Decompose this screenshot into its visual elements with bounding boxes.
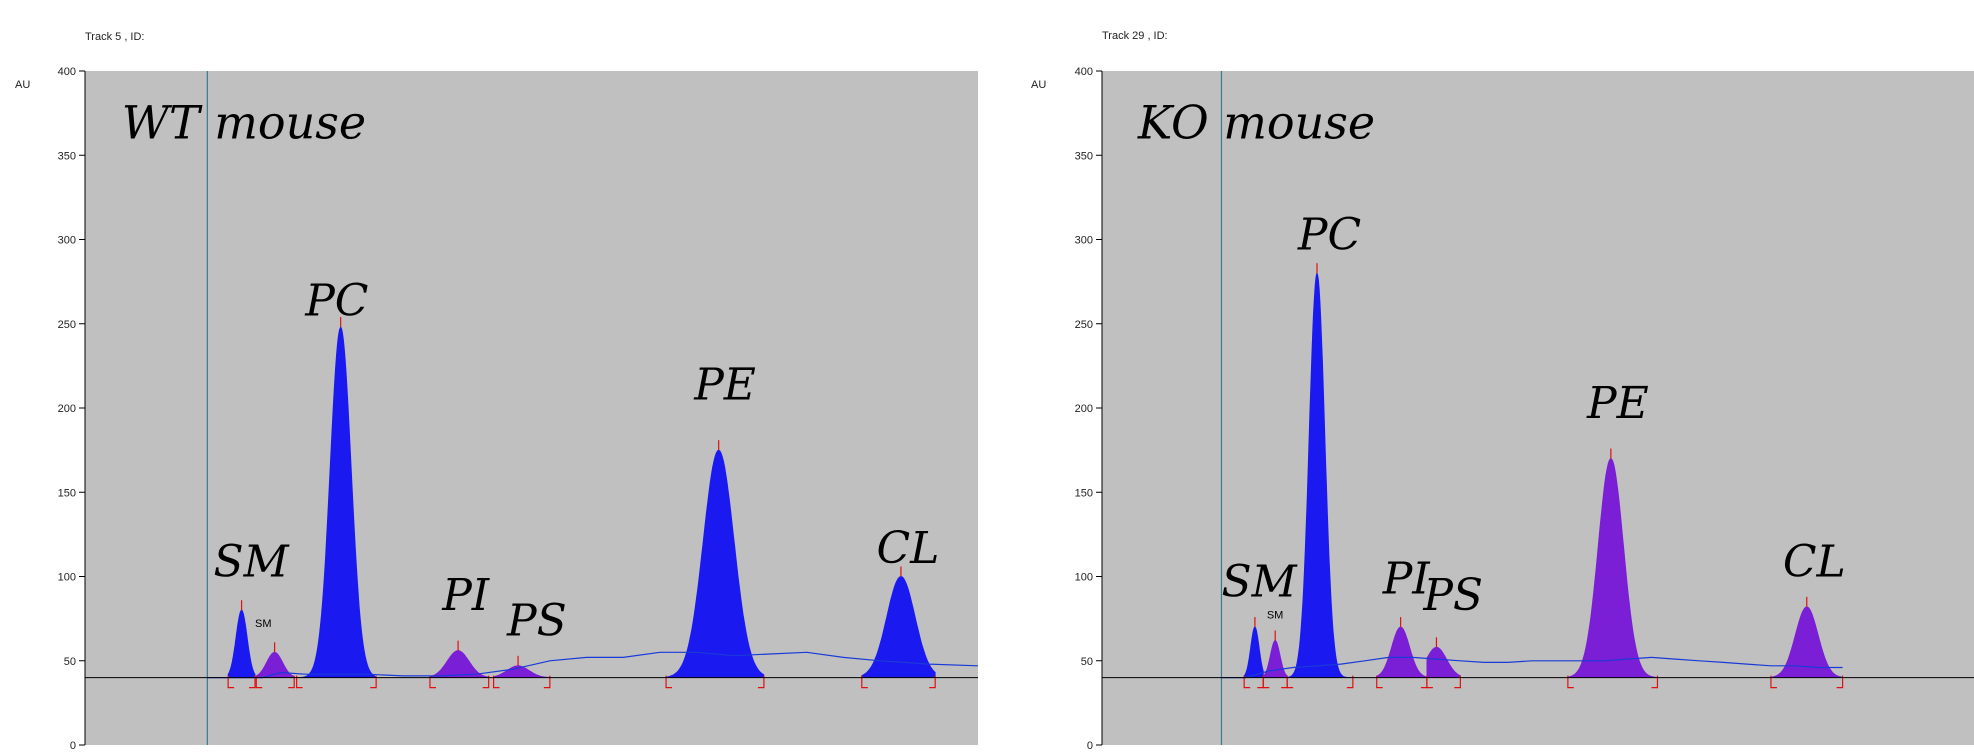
peak-boundary-marker bbox=[1454, 675, 1461, 689]
peak-label-pc: PC bbox=[304, 275, 368, 326]
peak-sm-area bbox=[1243, 626, 1264, 678]
panel-title: KO mouse bbox=[1137, 95, 1375, 149]
peak-boundary-marker bbox=[1262, 675, 1270, 689]
peak-label-pe: PE bbox=[1586, 378, 1649, 429]
peak-boundary-marker bbox=[929, 675, 936, 689]
peak-boundary-marker bbox=[757, 675, 765, 689]
peak-sm-area bbox=[227, 609, 256, 678]
y-tick-label: 150 bbox=[58, 487, 76, 499]
peak-boundary-marker bbox=[255, 675, 263, 689]
peak-label-cl: CL bbox=[876, 523, 939, 574]
y-tick-label: 300 bbox=[58, 235, 76, 247]
peak-label-cl: CL bbox=[1783, 537, 1846, 588]
densitometry-trace bbox=[1221, 656, 1843, 679]
peak-boundary-marker bbox=[429, 675, 436, 689]
y-tick-label: 50 bbox=[64, 656, 76, 668]
track-label: Track 5 , ID: bbox=[85, 31, 145, 43]
peak-boundary-marker bbox=[1376, 675, 1383, 689]
peak-label-sm: SM bbox=[1221, 557, 1297, 608]
peak-boundary-marker bbox=[861, 675, 868, 689]
peak-pi-area bbox=[1376, 626, 1428, 678]
peak-pc-area bbox=[1286, 272, 1353, 678]
peak-boundary-marker bbox=[1651, 675, 1659, 689]
peak-label-pi: PI bbox=[1382, 553, 1432, 604]
peak-cl-area bbox=[861, 576, 936, 678]
y-tick-label: 100 bbox=[1075, 572, 1093, 584]
peak-boundary-marker bbox=[1286, 675, 1294, 689]
y-tick-label: 50 bbox=[1081, 656, 1093, 668]
y-tick-label: 100 bbox=[58, 572, 76, 584]
peak-boundary-marker bbox=[1243, 675, 1251, 689]
y-tick-label: 200 bbox=[58, 403, 76, 415]
y-tick-label: 0 bbox=[1087, 740, 1093, 752]
peak-ps-area bbox=[493, 665, 551, 678]
peak-boundary-marker bbox=[1567, 675, 1574, 689]
peak-boundary-marker bbox=[1346, 675, 1354, 689]
y-tick-label: 400 bbox=[1075, 66, 1093, 78]
peak-sm-area bbox=[255, 651, 295, 678]
peak-label-sm: SM bbox=[213, 537, 289, 588]
peak-boundary-marker bbox=[1770, 675, 1777, 689]
y-tick-label: 250 bbox=[58, 319, 76, 331]
y-axis-label: AU bbox=[15, 79, 30, 91]
peak-ps-area bbox=[1426, 646, 1461, 678]
peak-boundary-marker bbox=[296, 675, 303, 689]
peak-boundary-marker bbox=[249, 675, 256, 689]
peak-label-ps: PS bbox=[506, 595, 567, 646]
y-tick-label: 400 bbox=[58, 66, 76, 78]
y-tick-label: 300 bbox=[1075, 235, 1093, 247]
peak-pc-area bbox=[296, 326, 377, 678]
peak-pe-area bbox=[665, 449, 765, 678]
peak-boundary-marker bbox=[482, 675, 490, 689]
peak-boundary-marker bbox=[543, 675, 551, 689]
peak-pe-area bbox=[1567, 458, 1658, 678]
y-tick-label: 0 bbox=[70, 740, 76, 752]
y-tick-label: 200 bbox=[1075, 403, 1093, 415]
panel-title: WT mouse bbox=[122, 95, 366, 149]
densitometry-trace bbox=[207, 651, 979, 679]
peak-cl-area bbox=[1770, 606, 1843, 678]
y-tick-label: 350 bbox=[1075, 150, 1093, 162]
ko-panel: Track 29 , ID: AU 0 50 100 150 200 250 300 350 400… bbox=[1031, 30, 1974, 752]
peak-boundary-marker bbox=[1836, 675, 1844, 689]
peak-label-pe: PE bbox=[693, 360, 756, 411]
y-tick-label: 150 bbox=[1075, 487, 1093, 499]
peak-label-pc: PC bbox=[1297, 210, 1361, 261]
plot-area bbox=[1102, 71, 1974, 745]
plot-area bbox=[85, 71, 978, 745]
wt-panel: Track 5 , ID: AU 0 50 100 150 200 250 300 350 400 W… bbox=[15, 31, 979, 752]
track-label: Track 29 , ID: bbox=[1102, 30, 1168, 42]
peak-boundary-marker bbox=[227, 675, 235, 689]
peak-boundary-marker bbox=[665, 675, 673, 689]
peak-label-ps: PS bbox=[1422, 570, 1483, 621]
peak-boundary-marker bbox=[370, 675, 377, 689]
y-tick-label: 350 bbox=[58, 150, 76, 162]
y-axis-label: AU bbox=[1031, 79, 1046, 91]
y-tick-label: 250 bbox=[1075, 319, 1093, 331]
small-peak-label: SM bbox=[1267, 610, 1284, 622]
peak-boundary-marker bbox=[492, 675, 500, 689]
peak-sm-area bbox=[1262, 640, 1288, 678]
small-peak-label: SM bbox=[255, 618, 272, 630]
peak-boundary-marker bbox=[1426, 675, 1433, 689]
peak-label-pi: PI bbox=[441, 570, 491, 621]
peak-boundary-marker bbox=[288, 675, 295, 689]
